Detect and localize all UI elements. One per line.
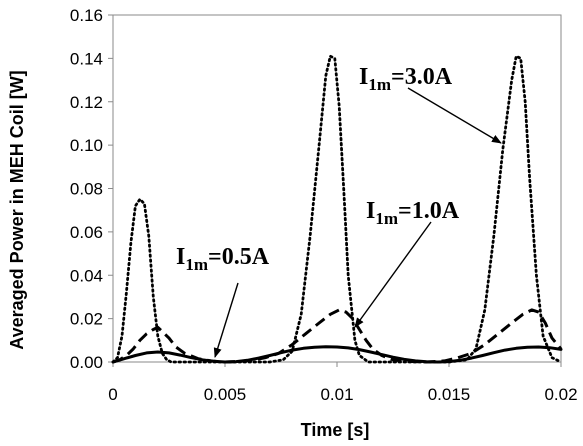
series-line-dashed	[112, 308, 563, 364]
annotation-layer: I1m=3.0A I1m=1.0A I1m=0.5A	[176, 64, 502, 358]
y-tick-label: 0.16	[70, 6, 103, 25]
y-axis-label: Averaged Power in MEH Coil [W]	[7, 70, 27, 349]
annotation-0-5a-arrow	[213, 282, 239, 358]
x-tick-label: 0.005	[204, 385, 247, 404]
x-tick-label: 0.02	[544, 385, 577, 404]
series-layer	[111, 54, 563, 364]
y-tick-label: 0.02	[70, 310, 103, 329]
y-axis-ticks: 0.00 0.02 0.04 0.06 0.08 0.10 0.12 0.14 0.16	[70, 6, 113, 372]
series-line-solid	[111, 345, 563, 364]
y-tick-label: 0.10	[70, 136, 103, 155]
x-tick-label: 0.01	[320, 385, 353, 404]
y-tick-label: 0.06	[70, 223, 103, 242]
x-tick-label: 0	[108, 385, 117, 404]
y-tick-label: 0.12	[70, 93, 103, 112]
x-axis-label: Time [s]	[301, 420, 370, 440]
annotation-0-5a: I1m=0.5A	[176, 244, 270, 274]
y-tick-label: 0.04	[70, 266, 103, 285]
y-tick-label: 0.08	[70, 180, 103, 199]
annotation-3-0a: I1m=3.0A	[359, 64, 453, 94]
annotation-1-0a-arrow	[354, 221, 432, 328]
x-tick-label: 0.015	[428, 385, 471, 404]
y-tick-label: 0.14	[70, 49, 103, 68]
series-line-dotted	[111, 54, 563, 364]
x-axis-ticks: 0 0.005 0.01 0.015 0.02	[108, 362, 578, 404]
annotation-1-0a: I1m=1.0A	[366, 198, 460, 228]
y-tick-label: 0.00	[70, 353, 103, 372]
annotation-3-0a-arrow	[407, 87, 502, 144]
